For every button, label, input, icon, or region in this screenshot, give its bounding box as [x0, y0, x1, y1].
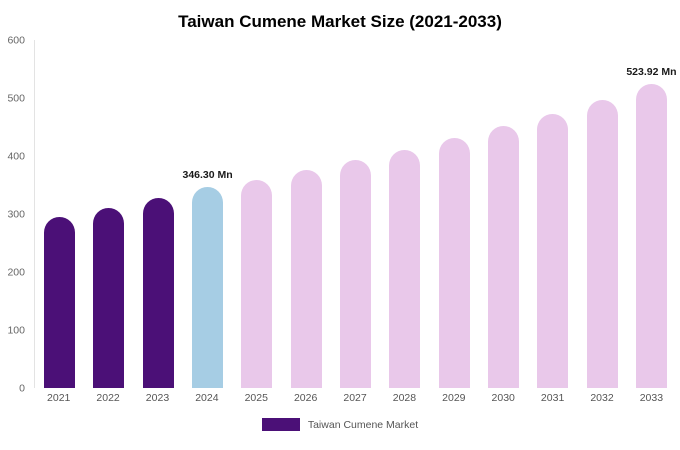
- y-tick-label: 0: [19, 381, 25, 394]
- y-tick-label: 600: [7, 33, 25, 46]
- bar-2032[interactable]: [586, 99, 618, 388]
- bar-column: [331, 40, 380, 388]
- bar-column: [134, 40, 183, 388]
- y-tick-label: 300: [7, 207, 25, 220]
- bar-column: [282, 40, 331, 388]
- bar-value-label: 346.30 Mn: [182, 169, 233, 182]
- bar-chart: 0 100 200 300 400 500 600 346.30 Mn 523.92 Mn: [4, 35, 677, 393]
- chart-title: Taiwan Cumene Market Size (2021-2033): [178, 12, 502, 31]
- x-tick-label: 2031: [540, 392, 565, 404]
- bar-2031[interactable]: [537, 113, 569, 388]
- x-tick-label: 2021: [47, 392, 71, 404]
- bar-column: [232, 40, 281, 388]
- bar-2024[interactable]: [192, 187, 224, 388]
- bar-2022[interactable]: [93, 207, 125, 388]
- legend-item[interactable]: Taiwan Cumene Market: [0, 418, 680, 431]
- bar-column: [430, 40, 479, 388]
- legend-label: Taiwan Cumene Market: [307, 418, 419, 431]
- x-tick-label: 2033: [639, 392, 664, 404]
- x-tick-label: 2027: [343, 392, 367, 404]
- bar-2027[interactable]: [340, 160, 372, 388]
- bar-column: [479, 40, 528, 388]
- x-tick-label: 2024: [195, 392, 219, 404]
- y-tick-label: 400: [7, 149, 25, 162]
- bar-2025[interactable]: [241, 179, 273, 388]
- bar-column: [35, 40, 84, 388]
- y-tick-label: 200: [7, 265, 25, 278]
- x-tick-label: 2030: [491, 392, 515, 404]
- bar-column: [528, 40, 577, 388]
- plot-area: 346.30 Mn 523.92 Mn: [34, 40, 677, 388]
- bar-column: [84, 40, 133, 388]
- x-tick-label: 2029: [442, 392, 466, 404]
- bar-column: [577, 40, 626, 388]
- bar-2021[interactable]: [44, 216, 76, 388]
- bar-2026[interactable]: [290, 169, 322, 388]
- bar-2028[interactable]: [389, 149, 421, 388]
- x-tick-label: 2025: [244, 392, 268, 404]
- y-tick-label: 100: [7, 323, 25, 336]
- x-tick-label: 2022: [96, 392, 120, 404]
- bar-2029[interactable]: [438, 138, 470, 388]
- y-axis: 0 100 200 300 400 500 600: [4, 35, 32, 393]
- x-tick-label: 2023: [145, 392, 170, 404]
- bar-value-label: 523.92 Mn: [626, 66, 677, 79]
- x-tick-label: 2026: [293, 392, 318, 404]
- bar-2023[interactable]: [142, 198, 174, 388]
- bar-column: [380, 40, 429, 388]
- bar-2030[interactable]: [487, 125, 519, 388]
- x-tick-label: 2032: [590, 392, 614, 404]
- x-tick-label: 2028: [392, 392, 417, 404]
- y-tick-label: 500: [7, 91, 25, 104]
- bar-column: 523.92 Mn: [626, 40, 677, 388]
- bar-column: 346.30 Mn: [182, 40, 233, 388]
- legend-swatch: [261, 418, 300, 431]
- bar-2033[interactable]: [635, 84, 667, 388]
- x-axis: 2021 2022 2023 2024 2025 2026 2027 2028 2029 2030…: [4, 392, 676, 404]
